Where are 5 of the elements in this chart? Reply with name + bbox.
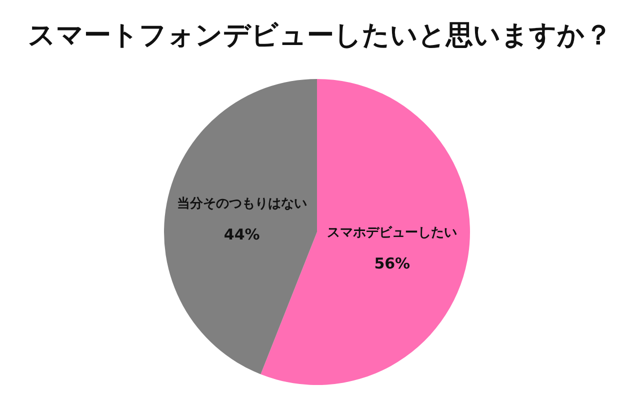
slice-label: スマホデビューしたい [327, 225, 458, 240]
data-label: 56% [374, 254, 410, 272]
slice-label: 当分そのつもりはない [176, 196, 307, 212]
chart-title: スマートフォンデビューしたいと思いますか？ [28, 20, 612, 51]
data-label: 44% [224, 226, 260, 244]
